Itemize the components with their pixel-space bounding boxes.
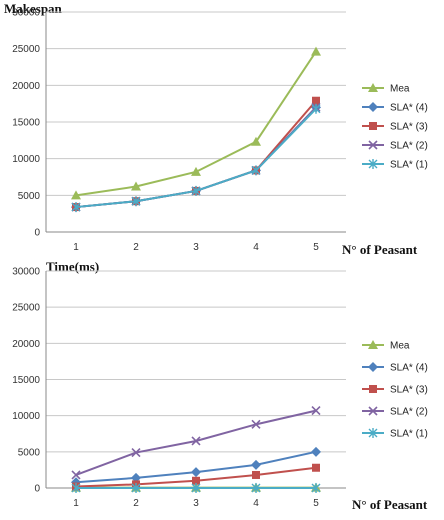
- chart1-legend-marker: [368, 102, 378, 112]
- chart2-legend-marker: [368, 406, 378, 416]
- chart1-data-point: [311, 46, 321, 56]
- chart2-ytick-label: 30000: [12, 267, 40, 278]
- chart1-ytick-label: 25000: [12, 44, 40, 55]
- chart2-ytick-label: 10000: [12, 411, 40, 422]
- chart2-ytick-label: 5000: [18, 447, 41, 458]
- chart1-legend-marker: [368, 140, 378, 150]
- chart2-ytick-label: 20000: [12, 339, 40, 350]
- chart2-ytick-label: 25000: [12, 303, 40, 314]
- chart2-ytick-label: 15000: [12, 375, 40, 386]
- chart1-legend-label: SLA* (3): [390, 122, 428, 133]
- chart2-data-point: [131, 483, 141, 493]
- chart2-data-point: [251, 419, 261, 429]
- chart1-legend: Mea SLA* (4) SLA* (3) SLA* (2) SLA* (1): [362, 83, 428, 171]
- chart2-legend: Mea SLA* (4) SLA* (3) SLA* (2) SLA* (1): [362, 340, 428, 440]
- chart2-xtick-label: 5: [313, 498, 319, 509]
- chart1-series-1: [71, 46, 321, 200]
- chart1-data-point: [251, 136, 261, 146]
- chart2-legend-label: SLA* (1): [390, 429, 428, 440]
- chart1-ytick-label: 10000: [12, 154, 40, 165]
- chart2-data-point: [311, 446, 321, 457]
- chart2-xtick-label: 2: [133, 498, 139, 509]
- chart1-data-point: [191, 185, 201, 196]
- chart2-data-point: [251, 459, 261, 470]
- chart2-series-line: [75, 409, 317, 476]
- chart1-xtick-label: 1: [73, 242, 79, 253]
- chart1-data-point: [71, 190, 81, 200]
- chart2-legend-label: SLA* (3): [390, 385, 428, 396]
- chart2-data-point: [131, 447, 141, 458]
- chart1-xtick-label: 3: [193, 242, 199, 253]
- chart2-data-point: [192, 476, 200, 485]
- chart2-data-point: [311, 483, 321, 493]
- chart1-xtick-label: 5: [313, 242, 319, 253]
- chart2-data-point: [191, 436, 201, 446]
- chart2-data-point: [312, 463, 320, 472]
- chart1-ytick-label: 15000: [12, 118, 40, 129]
- chart1-data-point: [251, 165, 261, 176]
- chart2-series-4: [71, 406, 321, 480]
- chart1-legend-label: SLA* (2): [390, 141, 428, 152]
- chart2-data-point: [71, 483, 81, 493]
- chart2-data-point: [311, 406, 321, 416]
- chart2-legend-marker: [368, 362, 378, 372]
- chart2-data-point: [131, 472, 141, 483]
- chart2-data-point: [191, 483, 201, 493]
- chart2-data-point: [71, 470, 81, 480]
- chart1-series-5: [71, 103, 321, 213]
- chart1-data-point: [131, 196, 141, 207]
- chart2-xtick-label: 4: [253, 498, 259, 509]
- chart1-data-point: [191, 166, 201, 176]
- chart1-legend-label: SLA* (4): [390, 103, 428, 114]
- chart1-legend-label: Mea: [390, 84, 410, 95]
- chart1-legend-marker: [368, 159, 378, 169]
- chart1-legend-label: SLA* (1): [390, 160, 428, 171]
- chart1-ytick-label: 30000: [12, 8, 40, 19]
- chart2-data-point: [252, 470, 260, 479]
- chart2-legend-label: SLA* (2): [390, 407, 428, 418]
- chart1-ytick-label: 0: [34, 228, 40, 239]
- chart1-legend-marker: [369, 122, 377, 130]
- chart2-legend-label: SLA* (4): [390, 363, 428, 374]
- chart1-xtick-label: 2: [133, 242, 139, 253]
- chart2-xlabel: N° of Peasant: [352, 497, 428, 512]
- chart1-data-point: [312, 96, 320, 105]
- chart1-data-point: [131, 181, 141, 191]
- chart1-data-point: [71, 202, 81, 213]
- chart1-ytick-label: 5000: [18, 191, 41, 202]
- chart1-data-point: [311, 103, 321, 114]
- chart1-ytick-label: 20000: [12, 81, 40, 92]
- chart2-data-point: [251, 483, 261, 493]
- chart2-series-5: [71, 483, 321, 493]
- chart1-xlabel: N° of Peasant: [342, 242, 418, 257]
- chart2-legend-marker: [369, 385, 377, 393]
- chart2-legend-marker: [368, 428, 378, 438]
- chart1-legend-marker: [368, 83, 378, 92]
- chart2-ylabel: Time(ms): [46, 259, 99, 274]
- chart2-data-point: [191, 467, 201, 478]
- chart2-legend-label: Mea: [390, 341, 410, 352]
- chart1-xtick-label: 4: [253, 242, 259, 253]
- chart2-xtick-label: 1: [73, 498, 79, 509]
- chart1-plot: 0 5000 10000 15000 20000 25000 30000 1 2 3 4 5: [12, 8, 346, 253]
- chart2-plot: 0 5000 10000 15000 20000 25000 30000 1 2 3 4 5: [12, 267, 346, 509]
- chart2-legend-marker: [368, 340, 378, 349]
- chart2-xtick-label: 3: [193, 498, 199, 509]
- chart2-ytick-label: 0: [34, 484, 40, 495]
- chart2-series-2: [71, 446, 321, 488]
